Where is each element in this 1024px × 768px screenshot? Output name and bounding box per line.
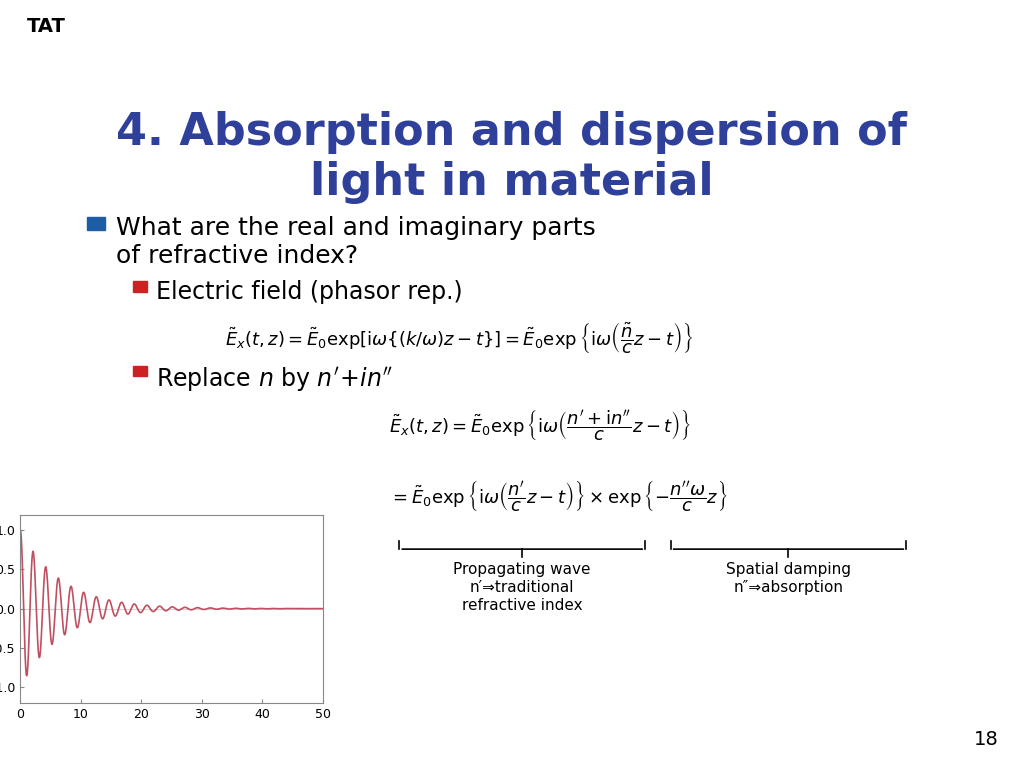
Text: What are the real and imaginary parts
of refractive index?: What are the real and imaginary parts of… [116,216,596,267]
Text: 4. Absorption and dispersion of
light in material: 4. Absorption and dispersion of light in… [117,111,907,204]
Text: Replace $n$ by $n'\!+\!in''$: Replace $n$ by $n'\!+\!in''$ [156,366,393,394]
Text: Propagating wave: Propagating wave [454,562,591,578]
Text: Spatial damping: Spatial damping [726,562,851,578]
Text: refractive index: refractive index [462,598,583,613]
Text: n″⇒absorption: n″⇒absorption [733,580,844,595]
Text: 18: 18 [974,730,998,749]
Text: $\tilde{E}_x(t,z) = \tilde{E}_0 \exp[\mathrm{i}\omega\{(k/\omega)z-t\}]= \tilde{: $\tilde{E}_x(t,z) = \tilde{E}_0 \exp[\ma… [225,320,694,356]
Bar [133,366,147,376]
Text: n′⇒traditional: n′⇒traditional [470,580,574,595]
Text: Electric field (phasor rep.): Electric field (phasor rep.) [156,280,462,303]
Text: $\tilde{E}_x(t,z) = \tilde{E}_0 \exp\left\{\mathrm{i}\omega\left(\dfrac{n^{\prim: $\tilde{E}_x(t,z) = \tilde{E}_0 \exp\lef… [389,409,691,443]
Bar [133,281,147,292]
Text: $= \tilde{E}_0 \exp\left\{\mathrm{i}\omega\left(\dfrac{n^{\prime}}{c}z-t\right)\: $= \tilde{E}_0 \exp\left\{\mathrm{i}\ome… [389,480,728,515]
Bar [87,217,105,230]
Text: TAT: TAT [27,18,66,36]
